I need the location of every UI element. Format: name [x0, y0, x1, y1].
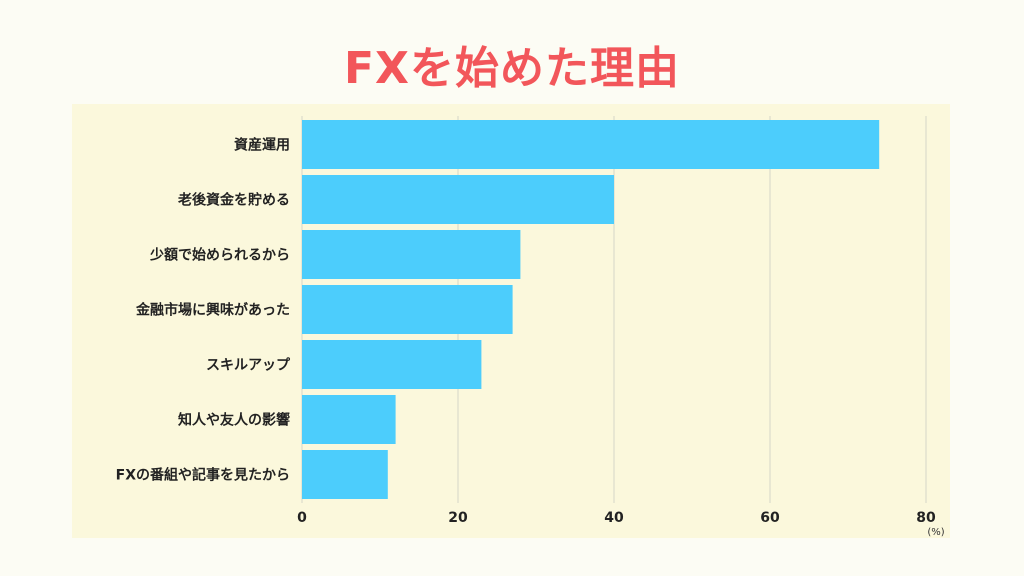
bar: [302, 340, 482, 389]
chart-title: FXを始めた理由: [344, 43, 680, 94]
unit-label: (%): [927, 527, 944, 538]
category-label: FXの番組や記事を見たから: [116, 467, 290, 484]
category-label: 資産運用: [234, 137, 290, 154]
bar: [302, 120, 880, 169]
bar: [302, 395, 396, 444]
x-tick-label: 60: [760, 510, 780, 526]
bar: [302, 175, 614, 224]
x-tick-label: 0: [297, 510, 307, 526]
bar: [302, 285, 513, 334]
category-label: 老後資金を貯める: [178, 192, 290, 209]
x-tick-label: 80: [916, 510, 936, 526]
category-label: 知人や友人の影響: [178, 412, 290, 429]
category-label: 金融市場に興味があった: [135, 302, 290, 319]
bar: [302, 230, 521, 279]
category-label: 少額で始められるから: [149, 247, 290, 264]
bar: [302, 450, 388, 499]
x-tick-label: 20: [448, 510, 468, 526]
x-tick-label: 40: [604, 510, 624, 526]
category-label: スキルアップ: [206, 358, 291, 374]
